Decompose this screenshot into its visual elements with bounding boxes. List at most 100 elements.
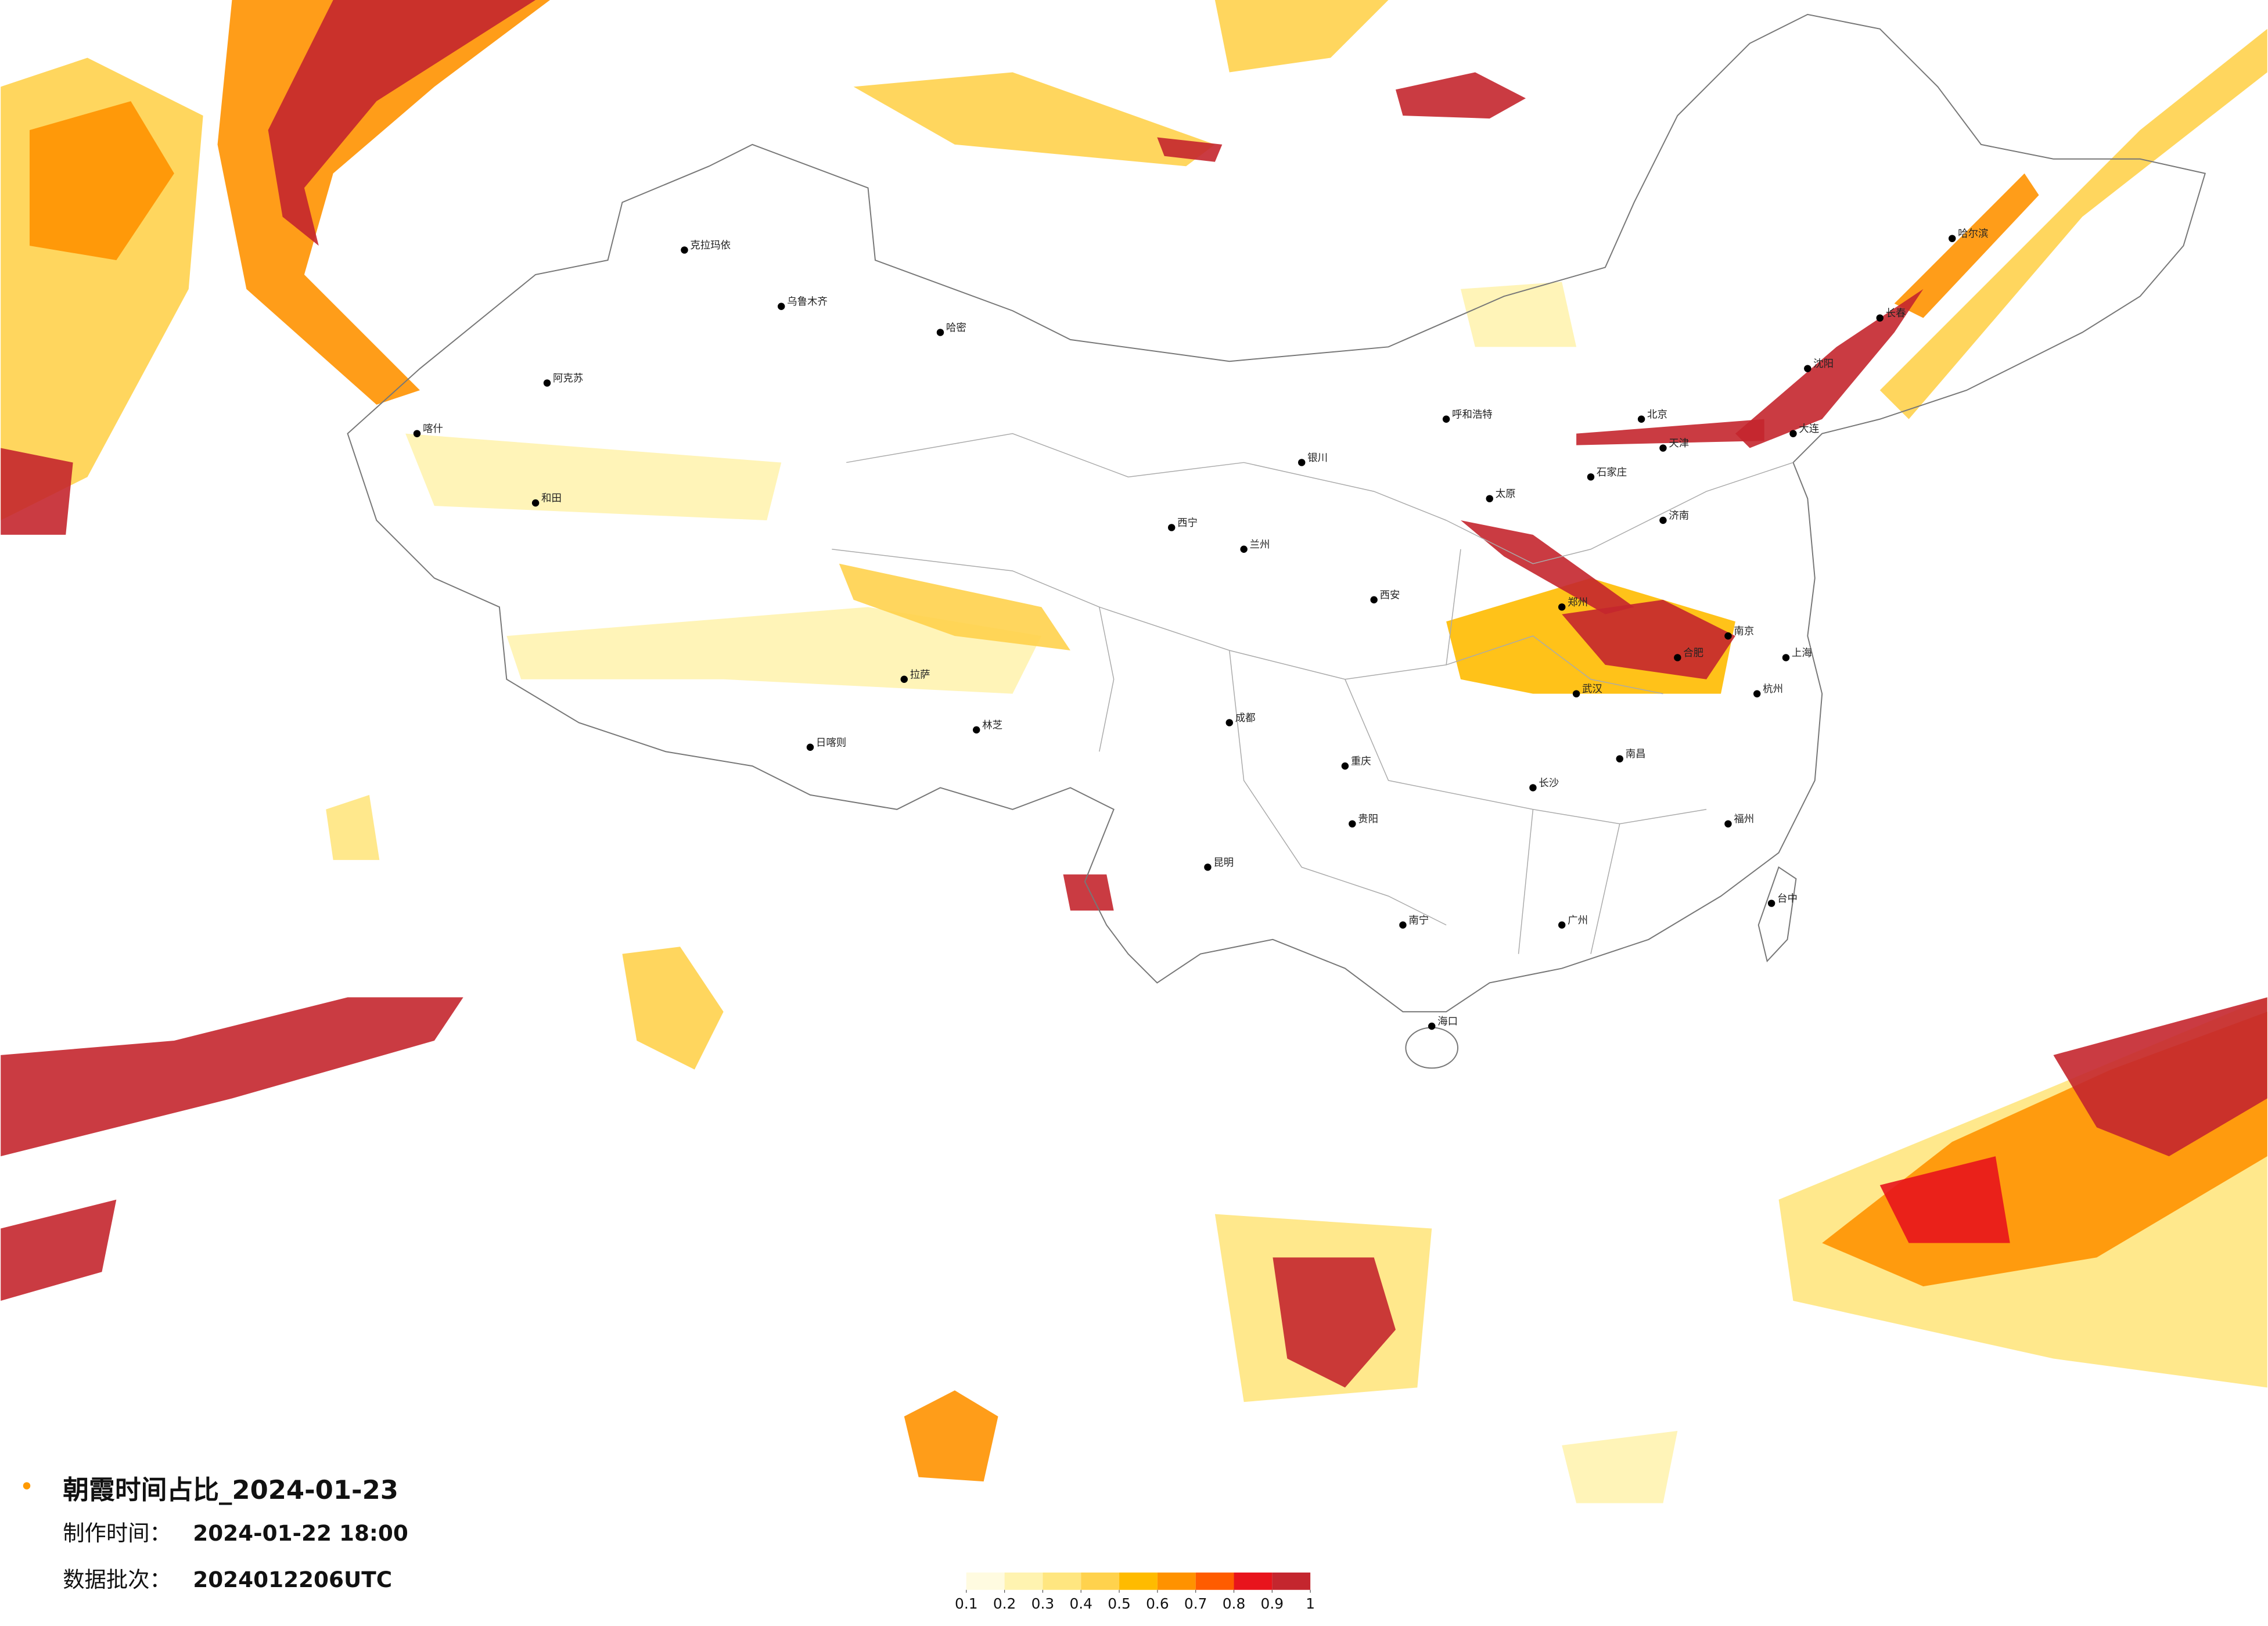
legend-swatch — [1195, 1572, 1234, 1590]
city-label: 阿克苏 — [553, 373, 583, 384]
city-dot — [1753, 690, 1761, 697]
city-label: 昆明 — [1213, 857, 1234, 869]
city-dot — [1804, 365, 1811, 372]
heat-area — [326, 794, 380, 860]
city-label: 沈阳 — [1813, 358, 1834, 370]
city-dot — [531, 499, 540, 507]
legend-swatch — [966, 1572, 1005, 1590]
city-dot — [1782, 654, 1790, 661]
city-label: 上海 — [1792, 647, 1812, 659]
heat-area — [1395, 72, 1526, 119]
heat-area — [1460, 520, 1634, 614]
city-label: 银川 — [1307, 452, 1328, 464]
country-outline — [347, 13, 2206, 1069]
heat-area — [853, 72, 1215, 167]
city-label: 喀什 — [423, 423, 443, 435]
city-dot — [1659, 516, 1667, 524]
city-label: 长沙 — [1539, 778, 1559, 789]
city-label: 杭州 — [1763, 684, 1783, 695]
city-dot — [1587, 473, 1595, 481]
city-label: 广州 — [1568, 915, 1588, 926]
legend-tick-label: 0.7 — [1184, 1595, 1207, 1612]
heat-area — [506, 607, 1042, 694]
heat-area — [1, 997, 463, 1157]
city-dot — [1240, 545, 1248, 553]
production-time: 2024-01-22 18:00 — [193, 1520, 408, 1546]
legend-swatch — [1157, 1572, 1196, 1590]
heat-area — [1157, 137, 1223, 162]
batch: 2024012206UTC — [193, 1567, 392, 1592]
city-dot — [1659, 444, 1667, 452]
legend-tick-label: 0.1 — [955, 1595, 978, 1612]
city-dot — [1341, 762, 1349, 770]
city-label: 西安 — [1380, 589, 1400, 601]
heat-area — [1576, 419, 1764, 445]
city-label: 南京 — [1734, 626, 1754, 638]
city-dot — [1225, 719, 1233, 726]
city-label: 重庆 — [1351, 756, 1371, 768]
city-label: 克拉玛依 — [690, 240, 731, 251]
heat-area — [1879, 1156, 2010, 1243]
map-title: 朝霞时间占比_2024-01-23 — [63, 1474, 398, 1505]
city-dot — [1297, 459, 1306, 466]
heat-area — [1063, 874, 1114, 911]
legend-tick-label: 0.3 — [1031, 1595, 1055, 1612]
city-label: 南宁 — [1408, 915, 1429, 926]
city-label: 武汉 — [1582, 684, 1602, 695]
batch-label: 数据批次： — [63, 1567, 171, 1592]
city-dot — [1558, 603, 1566, 611]
city-label: 郑州 — [1568, 597, 1588, 609]
city-label: 海口 — [1437, 1016, 1458, 1028]
heat-area — [904, 1390, 998, 1482]
heat-area — [1879, 28, 2267, 419]
city-label: 太原 — [1496, 488, 1516, 500]
legend-tick-label: 1 — [1306, 1595, 1315, 1612]
heat-area — [1562, 599, 1735, 679]
legend-tick-label: 0.8 — [1223, 1595, 1246, 1612]
city-label: 哈密 — [946, 322, 966, 334]
city-label: 石家庄 — [1597, 467, 1627, 479]
city-dot — [1767, 900, 1775, 907]
legend-tick-label: 0.5 — [1108, 1595, 1131, 1612]
production-label: 制作时间： — [63, 1520, 171, 1546]
city-label: 合肥 — [1683, 647, 1703, 659]
city-dot — [1558, 921, 1566, 929]
heat-area — [1, 448, 73, 535]
city-dot — [1428, 1022, 1436, 1030]
heat-area — [1562, 1431, 1678, 1503]
city-dot — [1948, 235, 1956, 242]
city-label: 北京 — [1647, 409, 1667, 420]
legend-tick-label: 0.6 — [1146, 1595, 1169, 1612]
city-label: 西宁 — [1177, 517, 1198, 529]
heat-area — [1273, 1257, 1396, 1388]
heat-area — [2053, 997, 2267, 1157]
city-label: 哈尔滨 — [1958, 228, 1988, 240]
city-dot — [1572, 690, 1580, 697]
city-label: 兰州 — [1250, 539, 1270, 551]
city-label: 拉萨 — [910, 669, 930, 681]
city-dot — [1349, 820, 1356, 828]
city-dot — [1370, 596, 1378, 604]
city-label: 台中 — [1777, 893, 1798, 905]
city-dot — [1876, 314, 1884, 322]
heat-area — [1460, 282, 1577, 347]
city-dot — [777, 303, 785, 310]
city-label: 呼和浩特 — [1452, 409, 1493, 420]
legend-swatch — [1234, 1572, 1273, 1590]
heat-area — [839, 563, 1070, 650]
legend-tick-label: 0.9 — [1261, 1595, 1284, 1612]
city-dot — [1486, 495, 1493, 502]
city-label: 大连 — [1799, 423, 1819, 435]
title-marker — [23, 1482, 31, 1490]
city-dot — [972, 726, 980, 734]
city-dot — [681, 246, 688, 254]
city-label: 日喀则 — [816, 737, 846, 749]
city-dot — [1724, 632, 1732, 640]
heat-area — [1214, 0, 1389, 73]
legend-swatch — [1004, 1572, 1043, 1590]
legend-tick-label: 0.4 — [1069, 1595, 1092, 1612]
city-dot — [1399, 921, 1407, 929]
city-dot — [936, 329, 944, 336]
city-label: 福州 — [1734, 814, 1754, 825]
